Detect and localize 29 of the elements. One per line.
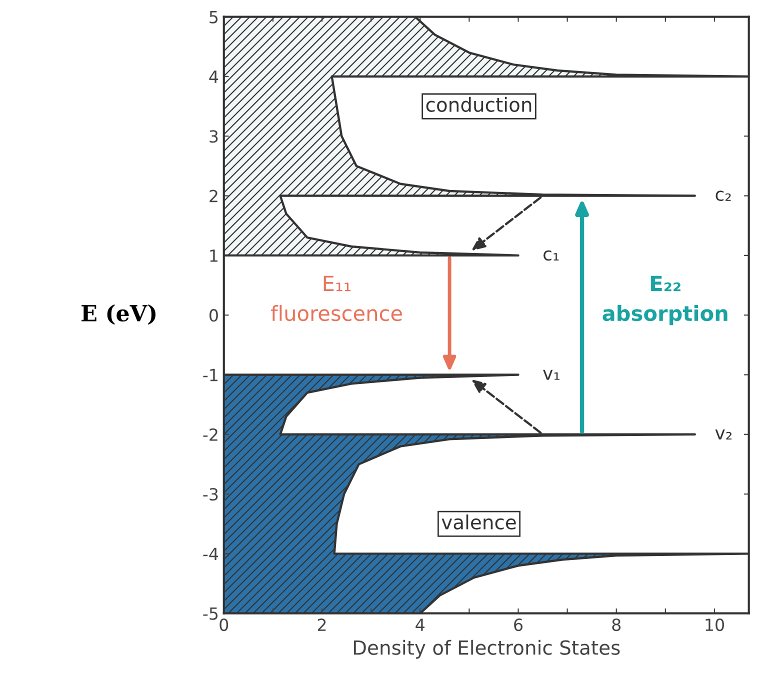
annotation: v₁ xyxy=(543,370,560,380)
y-tick-label: 0 xyxy=(210,309,218,322)
x-tick-label: 4 xyxy=(416,618,424,631)
x-tick-label: 8 xyxy=(612,618,621,632)
annotation: c₂ xyxy=(716,190,731,202)
y-tick-label: -3 xyxy=(203,488,218,501)
y-tick-label: 1 xyxy=(210,250,218,262)
annotation: c₁ xyxy=(544,250,559,261)
annotation: conduction xyxy=(426,96,532,112)
y-axis-title: E (eV) xyxy=(82,304,156,325)
y-tick-label: -5 xyxy=(203,608,218,620)
annotation: E₂₂ xyxy=(651,276,680,292)
y-tick-label: 3 xyxy=(210,130,218,143)
y-tick-label: -1 xyxy=(203,368,218,382)
y-tick-label: -2 xyxy=(203,428,218,441)
annotation: valence xyxy=(442,514,516,530)
annotation: E₁₁ xyxy=(324,276,351,292)
annotation: v₂ xyxy=(715,430,732,440)
x-axis-title: Density of Electronic States xyxy=(354,640,620,659)
y-tick-label: 4 xyxy=(209,70,218,83)
annotation: absorption xyxy=(602,305,728,326)
x-tick-label: 6 xyxy=(514,618,523,632)
y-tick-label: 5 xyxy=(210,11,218,24)
x-tick-label: 2 xyxy=(318,618,326,631)
annotation: fluorescence xyxy=(270,305,402,322)
x-tick-label: 10 xyxy=(706,618,724,632)
y-tick-label: -4 xyxy=(203,548,218,560)
x-tick-label: 0 xyxy=(220,618,228,632)
y-tick-label: 2 xyxy=(210,190,218,202)
